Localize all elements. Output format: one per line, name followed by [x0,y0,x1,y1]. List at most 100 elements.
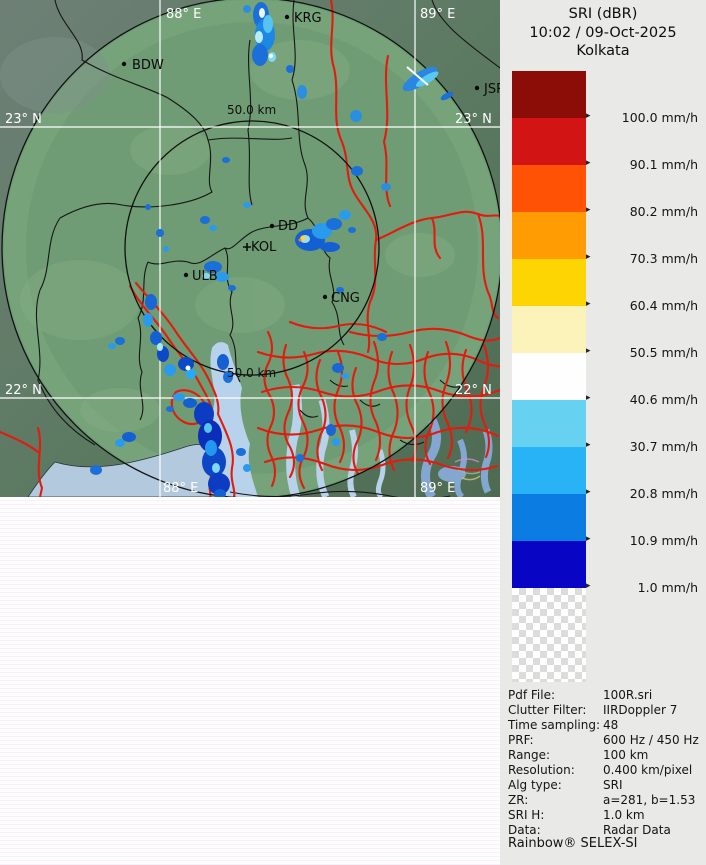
precipitation-echoes [90,2,481,497]
meta-label: SRI H: [508,808,545,822]
legend-swatch-100 [512,71,586,118]
legend-value: 30.7 mm/h [629,439,698,454]
legend-row: ▸ 20.8 mm/h [500,485,706,503]
legend-row: ▸ 50.5 mm/h [500,344,706,362]
legend-value: 1.0 mm/h [637,580,698,595]
meta-value: a=281, b=1.53 [603,793,696,807]
meta-row: ZR: a=281, b=1.53 [500,793,706,808]
meta-label: PRF: [508,733,534,747]
meta-label: Clutter Filter: [508,703,587,717]
lon-label-89-bottom: 89° E [420,481,455,496]
station-dot-dd [269,223,275,229]
legend-title: SRI (dBR) 10:02 / 09-Oct-2025 Kolkata [500,5,706,61]
legend-swatch-transparent [512,588,586,682]
meta-row: SRI H: 1.0 km [500,808,706,823]
legend-value: 70.3 mm/h [629,251,698,266]
station-label-kol: KOL [251,240,277,255]
meta-row: Pdf File: 100R.sri [500,688,706,703]
legend-value: 10.9 mm/h [629,533,698,548]
lat-label-23-right: 23° N [455,112,492,127]
legend-value: 50.5 mm/h [629,345,698,360]
legend-value: 20.8 mm/h [629,486,698,501]
legend-row: ▸ 40.6 mm/h [500,391,706,409]
meta-label: Pdf File: [508,688,556,702]
lat-label-22-right: 22° N [455,383,492,398]
legend-row: ▸ 30.7 mm/h [500,438,706,456]
station-label-krg: KRG [294,11,322,26]
blank-area [0,497,500,865]
lon-label-89-top: 89° E [420,7,455,22]
legend-swatch-1 [512,541,586,588]
rivers [0,0,500,497]
arrow-icon: ▸ [586,158,591,168]
timestamp: 10:02 / 09-Oct-2025 [529,24,677,41]
arrow-icon: ▸ [586,299,591,309]
meta-label: ZR: [508,793,529,807]
product-title: SRI (dBR) [568,6,638,22]
legend-swatch-60 [512,259,586,306]
meta-label: Alg type: [508,778,562,792]
range-rings [1,0,500,497]
arrow-icon: ▸ [586,252,591,262]
terrain-gray-patch [0,37,110,113]
meta-row: Clutter Filter: IIRDoppler 7 [500,703,706,718]
meta-label: Data: [508,823,541,837]
station-label-bdw: BDW [132,58,164,73]
coordinate-labels: 88° E 89° E 23° N 23° N 22° N 22° N 88° … [5,7,492,496]
range-ring-100km [1,0,500,497]
radar-site-cross [243,243,251,251]
arrow-icon: ▸ [586,581,591,591]
station-dot-krg [284,14,290,20]
meta-value: 100 km [603,748,649,762]
legend-row: ▸ 10.9 mm/h [500,532,706,550]
arrow-icon: ▸ [586,393,591,403]
meta-value: 100R.sri [603,688,653,702]
meta-label: Range: [508,748,551,762]
arrow-icon: ▸ [586,534,591,544]
meta-row: Data: Radar Data [500,823,706,838]
legend-row: ▸ 1.0 mm/h [500,579,706,597]
lon-label-88-top: 88° E [166,7,201,22]
station-label-jsr: JSR [483,82,500,97]
arrow-icon: ▸ [586,440,591,450]
legend-value: 60.4 mm/h [629,298,698,313]
radar-map-canvas: 88° E 89° E 23° N 23° N 22° N 22° N 88° … [0,0,500,497]
legend-swatch-20 [512,447,586,494]
legend-value: 80.2 mm/h [629,204,698,219]
meta-row: Resolution: 0.400 km/pixel [500,763,706,778]
legend-swatch-70 [512,212,586,259]
arrow-icon: ▸ [586,205,591,215]
meta-value: 600 Hz / 450 Hz [603,733,699,747]
meta-value: 1.0 km [603,808,645,822]
lat-label-22-left: 22° N [5,383,42,398]
legend-row: ▸ 100.0 mm/h [500,109,706,127]
station-label-dd: DD [278,219,298,234]
lon-label-88-bottom: 88° E [163,481,198,496]
legend-value: 40.6 mm/h [629,392,698,407]
meta-value: Radar Data [603,823,671,837]
legend-row: ▸ 80.2 mm/h [500,203,706,221]
meta-label: Resolution: [508,763,575,777]
lat-label-23-left: 23° N [5,112,42,127]
range-ring-label-bottom: 50.0 km [227,366,276,380]
legend-swatch-30 [512,400,586,447]
meta-row: PRF: 600 Hz / 450 Hz [500,733,706,748]
meta-row: Time sampling: 48 [500,718,706,733]
meta-value: 0.400 km/pixel [603,763,693,777]
station-dot-jsr [474,85,480,91]
arrow-icon: ▸ [586,346,591,356]
station-label-ulb: ULB [192,269,218,284]
station-dot-ulb [183,272,189,278]
meta-value: SRI [603,778,623,792]
legend-row: ▸ 90.1 mm/h [500,156,706,174]
radar-site-name: Kolkata [576,43,630,59]
terrain-inside-range [2,0,500,497]
radar-map: 88° E 89° E 23° N 23° N 22° N 22° N 88° … [0,0,500,497]
meta-value: IIRDoppler 7 [603,703,678,717]
legend-swatch-40 [512,353,586,400]
legend-value: 100.0 mm/h [621,110,698,125]
station-label-cng: CNG [331,291,360,306]
legend-swatch-50 [512,306,586,353]
station-dot-bdw [121,61,127,67]
